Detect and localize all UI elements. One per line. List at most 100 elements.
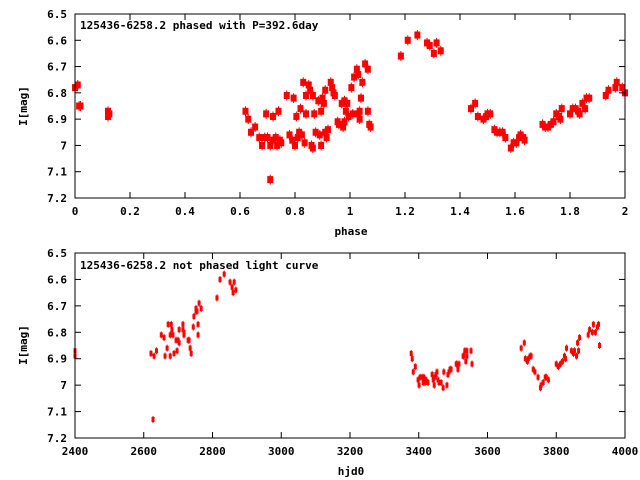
data-point (300, 77, 307, 88)
data-point (560, 357, 564, 365)
data-point (264, 132, 271, 143)
x-tick-label: 0.2 (120, 205, 140, 218)
data-point (422, 373, 426, 381)
data-point (430, 371, 434, 379)
data-point (267, 174, 274, 185)
data-point (541, 379, 545, 386)
data-point (445, 381, 449, 389)
x-tick-label: 2 (622, 205, 629, 218)
data-point (168, 331, 172, 339)
y-tick-label: 7.2 (47, 432, 67, 445)
x-tick-label: 4000 (612, 445, 639, 458)
data-point (166, 320, 170, 328)
data-point (336, 119, 342, 130)
y-tick-label: 6.7 (47, 300, 67, 313)
data-point (605, 85, 612, 96)
data-point (162, 334, 166, 342)
data-point (196, 331, 200, 339)
data-point (169, 320, 173, 328)
data-point (470, 360, 474, 368)
data-point (199, 305, 203, 312)
data-point (613, 77, 620, 88)
data-point (502, 132, 509, 143)
data-point (318, 106, 325, 117)
data-point (521, 135, 528, 146)
data-point (558, 360, 562, 368)
data-point (557, 114, 564, 125)
data-point (465, 352, 469, 360)
data-point (159, 331, 163, 339)
data-point (168, 352, 172, 360)
data-point (546, 376, 550, 384)
x-tick-label: 3600 (474, 445, 501, 458)
data-point (345, 111, 352, 122)
data-point (569, 347, 573, 355)
data-point (197, 299, 201, 307)
data-point (259, 140, 265, 151)
data-point (191, 323, 195, 331)
x-axis-label: hjd0 (338, 465, 365, 478)
data-point (457, 360, 461, 368)
data-point (316, 129, 323, 140)
data-point (174, 336, 178, 344)
data-point (106, 108, 113, 119)
data-point (311, 108, 318, 119)
x-tick-label: 3800 (543, 445, 570, 458)
data-point (331, 90, 338, 101)
data-point (177, 339, 181, 347)
data-point (550, 116, 557, 127)
x-tick-label: 1.4 (450, 205, 470, 218)
data-point (590, 328, 594, 336)
y-axis-label: I[mag] (17, 325, 30, 365)
data-point (529, 352, 533, 360)
data-point (325, 124, 331, 135)
y-tick-label: 7.2 (47, 192, 67, 205)
x-tick-label: 1 (347, 205, 354, 218)
data-point (231, 289, 235, 297)
x-tick-label: 3000 (268, 445, 295, 458)
data-point (578, 334, 582, 342)
data-point (426, 40, 433, 51)
data-point (152, 352, 156, 360)
data-point (364, 106, 371, 117)
data-point (556, 363, 560, 371)
data-point (554, 360, 558, 368)
data-point (456, 365, 460, 373)
data-point (421, 379, 425, 386)
x-tick-label: 2600 (131, 445, 158, 458)
x-axis-label: phase (334, 225, 367, 238)
data-point (420, 373, 424, 381)
y-tick-label: 6.9 (47, 113, 67, 126)
data-point (292, 140, 298, 151)
data-point (278, 137, 285, 148)
data-point (293, 111, 300, 122)
data-point (351, 72, 358, 83)
data-point (593, 328, 597, 336)
data-point (558, 103, 565, 114)
data-point (270, 111, 276, 122)
data-point (577, 347, 581, 355)
data-point (256, 132, 263, 143)
data-point (182, 331, 186, 339)
data-point (522, 339, 526, 347)
data-point (312, 127, 319, 138)
data-point (472, 98, 479, 109)
data-point (283, 90, 290, 101)
data-point (149, 349, 153, 357)
data-points (73, 270, 602, 423)
data-point (234, 286, 238, 294)
y-tick-label: 6.5 (47, 247, 67, 260)
x-tick-label: 3400 (406, 445, 433, 458)
y-tick-label: 7 (60, 139, 67, 152)
data-point (320, 98, 327, 109)
data-point (242, 106, 249, 117)
data-point (189, 349, 193, 357)
data-point (586, 331, 590, 339)
data-point (192, 312, 196, 320)
data-point (355, 69, 362, 80)
data-point (315, 95, 322, 106)
data-point (432, 381, 436, 389)
data-point (404, 35, 411, 46)
y-tick-label: 6.7 (47, 61, 67, 74)
data-point (418, 373, 422, 381)
